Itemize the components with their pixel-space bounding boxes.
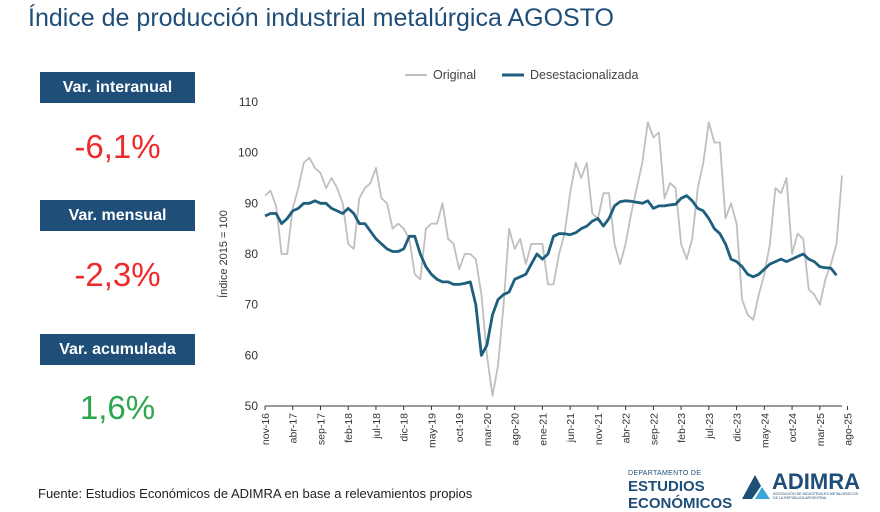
x-tick-label: ago-25 (843, 413, 855, 446)
y-tick-label: 60 (245, 348, 259, 362)
x-tick-label: ene-21 (537, 413, 549, 446)
x-tick-label: mar-20 (482, 413, 494, 446)
x-tick-label: nov-16 (260, 413, 272, 445)
x-tick-label: jun-21 (565, 413, 577, 443)
adimra-logo: ADIMRA ASOCIACIÓN DE INDUSTRIALES METALÚ… (742, 469, 860, 504)
series-line-desestacionalizada (264, 194, 838, 357)
x-tick-label: sep-17 (315, 413, 327, 445)
page-title: Índice de producción industrial metalúrg… (28, 4, 614, 32)
x-tick-label: may-24 (759, 413, 771, 448)
y-tick-label: 90 (245, 196, 259, 210)
dept-line2: ECONÓMICOS (628, 495, 733, 512)
kpi-value-interanual: -6,1% (74, 128, 161, 165)
line-chart: 50 60 70 80 90 100 110 Índice 2015 = 100 nov-16 a… (217, 68, 855, 448)
y-tick-label: 110 (239, 95, 258, 109)
kpi-label-mensual: Var. mensual (40, 200, 195, 231)
legend-label: Original (433, 68, 476, 82)
x-tick-label: dic-18 (399, 413, 411, 442)
brand-subtitle: ASOCIACIÓN DE INDUSTRIALES METALÚRGICOS … (773, 492, 859, 500)
x-tick-label: oct-19 (454, 413, 466, 442)
x-tick-label: may-19 (426, 413, 438, 448)
dept-line1: ESTUDIOS (628, 478, 705, 495)
x-tick-label: abr-17 (288, 413, 300, 444)
kpi-label-acumulada: Var. acumulada (40, 334, 195, 365)
estudios-economicos-logo: DEPARTAMENTO DE ESTUDIOS ECONÓMICOS (628, 470, 732, 511)
x-tick-label: jul-18 (371, 413, 383, 440)
brand-name: ADIMRA (772, 469, 860, 494)
adimra-mark-icon (742, 475, 770, 499)
x-tick-label: abr-22 (621, 413, 633, 444)
y-tick-label: 100 (238, 146, 258, 160)
x-tick-label: oct-24 (787, 413, 799, 442)
series-line-original (264, 121, 843, 397)
kpi-label-interanual: Var. interanual (40, 72, 195, 103)
dept-small-text: DEPARTAMENTO DE (628, 470, 702, 477)
kpi-value-acumulada: 1,6% (79, 389, 156, 426)
y-tick-label: 70 (245, 298, 259, 312)
x-tick-label: sep-22 (648, 413, 660, 445)
x-tick-label: ago-20 (510, 413, 522, 446)
y-axis-title: Índice 2015 = 100 (217, 210, 230, 298)
x-tick-label: jul-23 (704, 413, 716, 440)
legend-label: Desestacionalizada (530, 68, 638, 82)
x-tick-label: dic-23 (732, 413, 744, 442)
y-tick-label: 50 (245, 399, 259, 413)
x-tick-label: feb-23 (676, 413, 688, 443)
y-tick-label: 80 (245, 247, 259, 261)
source-note: Fuente: Estudios Económicos de ADIMRA en… (38, 486, 473, 501)
kpi-value-mensual: -2,3% (74, 256, 161, 293)
x-tick-label: nov-21 (593, 413, 605, 445)
x-tick-label: mar-25 (815, 413, 827, 446)
x-tick-label: feb-18 (343, 413, 355, 443)
